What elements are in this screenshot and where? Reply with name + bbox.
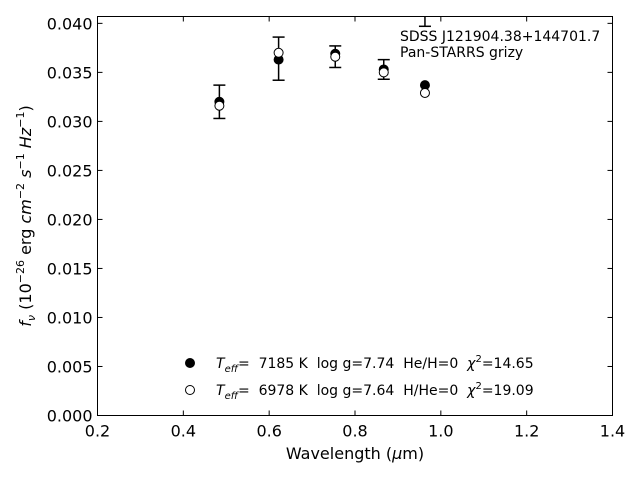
x-tick-label-0: 0.2	[85, 422, 110, 441]
y-tick-label-0: 0.000	[47, 407, 93, 426]
legend: Teff= 7185 K log g=7.74 He/H=0 χ2=14.65 …	[185, 354, 534, 402]
x-axis-label: Wavelength (μm)	[286, 444, 424, 463]
x-axis: 0.2 0.4 0.6 0.8 1.0 1.2 1.4	[85, 16, 625, 441]
y-tick-label-2: 0.010	[47, 308, 93, 327]
y-tick-label-5: 0.025	[47, 161, 93, 180]
annotation-survey-name: Pan-STARRS grizy	[400, 45, 523, 61]
plot-layer	[213, 16, 431, 120]
y-tick-label-1: 0.005	[47, 357, 93, 376]
legend-marker-filled	[185, 358, 195, 368]
x-tick-label-6: 1.4	[600, 422, 625, 441]
open-point-3	[378, 67, 389, 78]
open-point-4	[419, 87, 430, 98]
y-axis-label: fν (10−26 erg cm−2 s−1 Hz−1)	[14, 105, 38, 326]
open-point-1	[273, 47, 284, 58]
annotation-object-name: SDSS J121904.38+144701.7	[400, 29, 600, 45]
legend-label-model-2: Teff= 6978 K log g=7.64 H/He=0 χ2=19.09	[216, 381, 534, 402]
legend-marker-open	[185, 385, 195, 395]
y-tick-label-8: 0.040	[47, 14, 93, 33]
x-tick-label-3: 0.8	[342, 422, 367, 441]
y-axis: 0.000 0.005 0.010 0.015 0.020 0.025 0.030 0.035…	[47, 14, 613, 426]
observed-point-4	[418, 16, 431, 28]
y-tick-label-7: 0.035	[47, 63, 93, 82]
open-point-0	[214, 100, 225, 111]
legend-label-model-1: Teff= 7185 K log g=7.74 He/H=0 χ2=14.65	[216, 354, 534, 375]
x-tick-label-5: 1.2	[514, 422, 539, 441]
y-tick-label-3: 0.015	[47, 259, 93, 278]
x-tick-label-1: 0.4	[171, 422, 196, 441]
x-tick-label-2: 0.6	[256, 422, 281, 441]
open-point-2	[330, 51, 341, 62]
x-tick-label-4: 1.0	[428, 422, 453, 441]
y-tick-label-4: 0.020	[47, 210, 93, 229]
y-tick-label-6: 0.030	[47, 112, 93, 131]
